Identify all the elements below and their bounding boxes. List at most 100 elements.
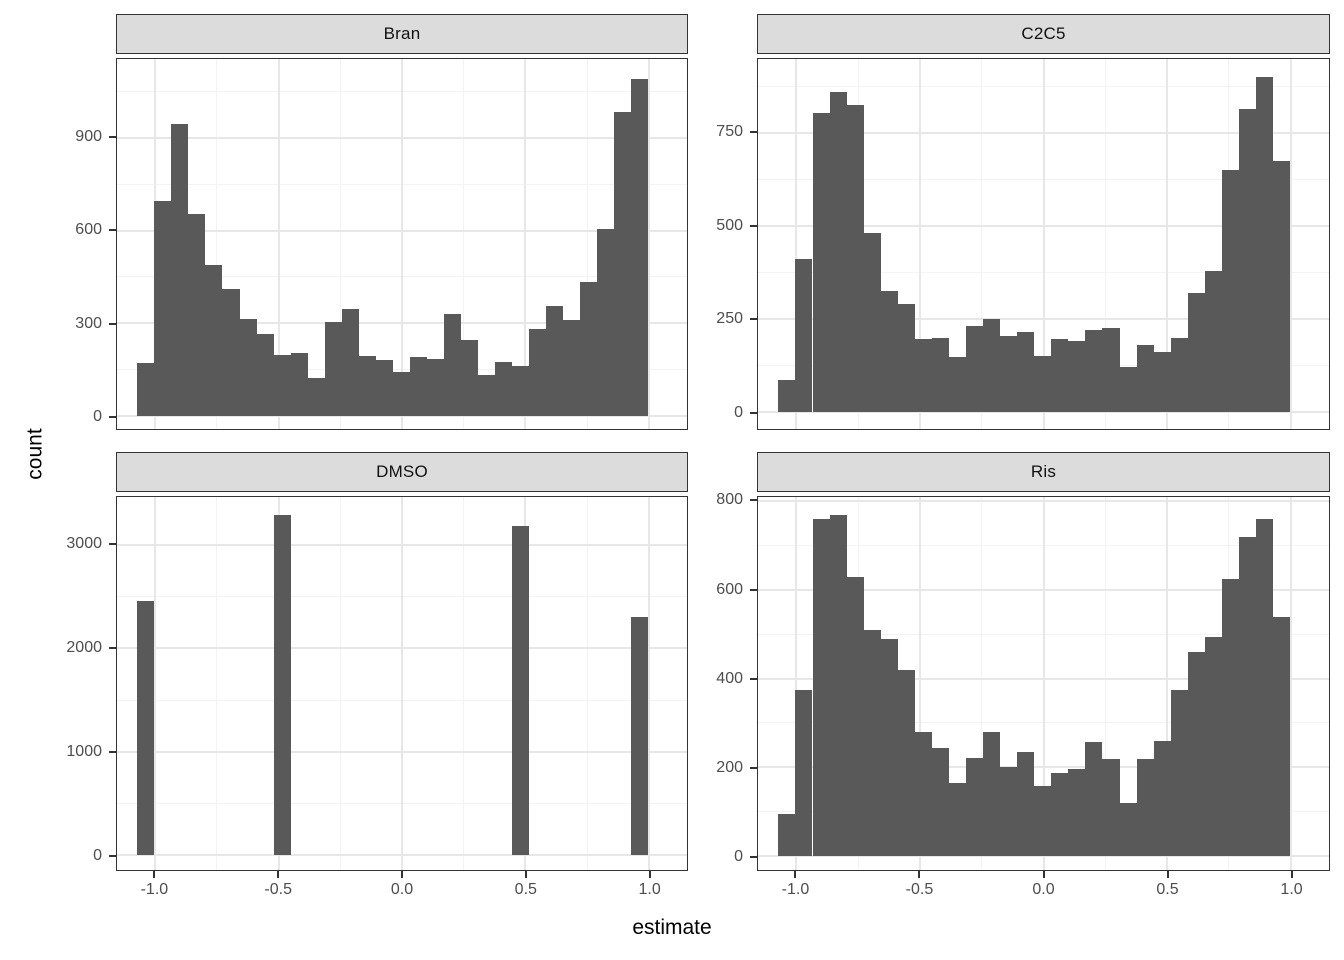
x-tick-mark: [918, 871, 921, 878]
histogram-bar: [1238, 536, 1256, 856]
y-tick-mark: [750, 855, 757, 858]
x-tick-label: 1.0: [1280, 881, 1303, 898]
histogram-panel-c2c5: [757, 58, 1330, 430]
gridline-minor-x: [981, 497, 983, 870]
histogram-bar: [1221, 578, 1239, 856]
histogram-bar: [1153, 740, 1171, 856]
histogram-bar: [1136, 344, 1154, 412]
histogram-bar: [460, 340, 478, 416]
histogram-bar: [1255, 77, 1273, 412]
y-tick-label: 1000: [66, 743, 102, 761]
gridline-major-x: [1289, 59, 1292, 429]
gridline-major-x: [401, 59, 403, 429]
x-tick-label: -1.0: [140, 881, 169, 898]
x-tick-mark: [401, 871, 403, 878]
histogram-bar: [1273, 160, 1291, 412]
gridline-minor-x: [1104, 59, 1106, 429]
x-tick-label: -1.0: [781, 881, 810, 898]
y-tick-label: 600: [716, 580, 743, 598]
histogram-bar: [511, 526, 529, 855]
histogram-bar: [1153, 352, 1171, 412]
histogram-bar: [1051, 772, 1069, 856]
histogram-bar: [778, 380, 796, 412]
y-tick-label: 400: [716, 669, 743, 687]
y-tick-mark: [750, 499, 757, 502]
y-tick-label: 600: [75, 221, 102, 239]
facet-strip: DMSO: [116, 452, 688, 492]
histogram-bar: [239, 318, 257, 416]
x-tick-mark: [1290, 871, 1293, 878]
histogram-bar: [1102, 759, 1120, 856]
histogram-bar: [580, 281, 598, 416]
histogram-bar: [528, 329, 546, 416]
gridline-major-x: [524, 59, 527, 429]
histogram-bar: [392, 371, 410, 416]
histogram-bar: [137, 600, 155, 855]
histogram-bar: [1238, 108, 1256, 412]
histogram-bar: [1204, 636, 1222, 856]
histogram-bar: [154, 201, 172, 417]
histogram-bar: [1017, 331, 1035, 412]
histogram-bar: [375, 359, 393, 416]
gridline-major-x: [401, 497, 403, 870]
y-tick-label: 300: [75, 314, 102, 332]
histogram-panel-ris: [757, 496, 1330, 871]
x-tick-mark: [794, 871, 797, 878]
facet-strip: C2C5: [757, 14, 1330, 54]
histogram-bar: [545, 305, 563, 416]
histogram-bar: [171, 123, 189, 416]
gridline-minor-x: [216, 497, 218, 870]
x-axis-ris: -1.0 -0.5 0.0 0.5 1.0: [757, 871, 1330, 907]
x-tick-mark: [648, 871, 651, 878]
histogram-panel-dmso: [116, 496, 688, 871]
y-tick-mark: [109, 136, 116, 139]
y-axis-c2c5: 0 250 500 750: [695, 58, 757, 430]
y-tick-label: 3000: [66, 535, 102, 553]
gridline-major-x: [1042, 59, 1045, 429]
gridline-major-x: [795, 59, 798, 429]
y-tick-label: 250: [716, 310, 743, 328]
x-tick-mark: [1042, 871, 1045, 878]
x-tick-mark: [524, 871, 527, 878]
histogram-bar: [307, 377, 325, 416]
gridline-minor-x: [339, 497, 341, 870]
histogram-bar: [863, 629, 881, 856]
histogram-bar: [290, 352, 308, 416]
gridline-minor-x: [586, 59, 588, 429]
histogram-bar: [829, 514, 847, 856]
histogram-bar: [631, 79, 649, 416]
histogram-bar: [1068, 341, 1086, 412]
y-tick-mark: [750, 131, 757, 134]
histogram-bar: [631, 617, 649, 855]
y-tick-mark: [750, 766, 757, 769]
histogram-bar: [409, 357, 427, 416]
histogram-bar: [1136, 759, 1154, 856]
histogram-bar: [477, 374, 495, 417]
y-tick-label: 750: [716, 123, 743, 141]
histogram-bar: [948, 782, 966, 856]
histogram-bar: [205, 264, 223, 416]
histogram-bar: [914, 339, 932, 412]
facet-strip: Bran: [116, 14, 688, 54]
histogram-bar: [256, 334, 274, 416]
gridline-minor-x: [463, 497, 465, 870]
histogram-bar: [948, 356, 966, 412]
histogram-bar: [1204, 270, 1222, 412]
histogram-bar: [1273, 616, 1291, 856]
histogram-bar: [846, 576, 864, 856]
y-tick-mark: [109, 322, 116, 325]
gridline-minor-x: [339, 59, 341, 429]
x-tick-label: -0.5: [264, 881, 292, 898]
histogram-bar: [897, 304, 915, 412]
histogram-bar: [494, 361, 512, 416]
y-tick-label: 0: [734, 847, 743, 865]
y-tick-label: 800: [716, 491, 743, 509]
gridline-major-x: [795, 497, 798, 870]
x-tick-label: -0.5: [905, 881, 934, 898]
facet-strip: Ris: [757, 452, 1330, 492]
histogram-bar: [1000, 767, 1018, 856]
gridline-minor-x: [981, 59, 983, 429]
histogram-bar: [966, 326, 984, 412]
histogram-bar: [597, 229, 615, 416]
